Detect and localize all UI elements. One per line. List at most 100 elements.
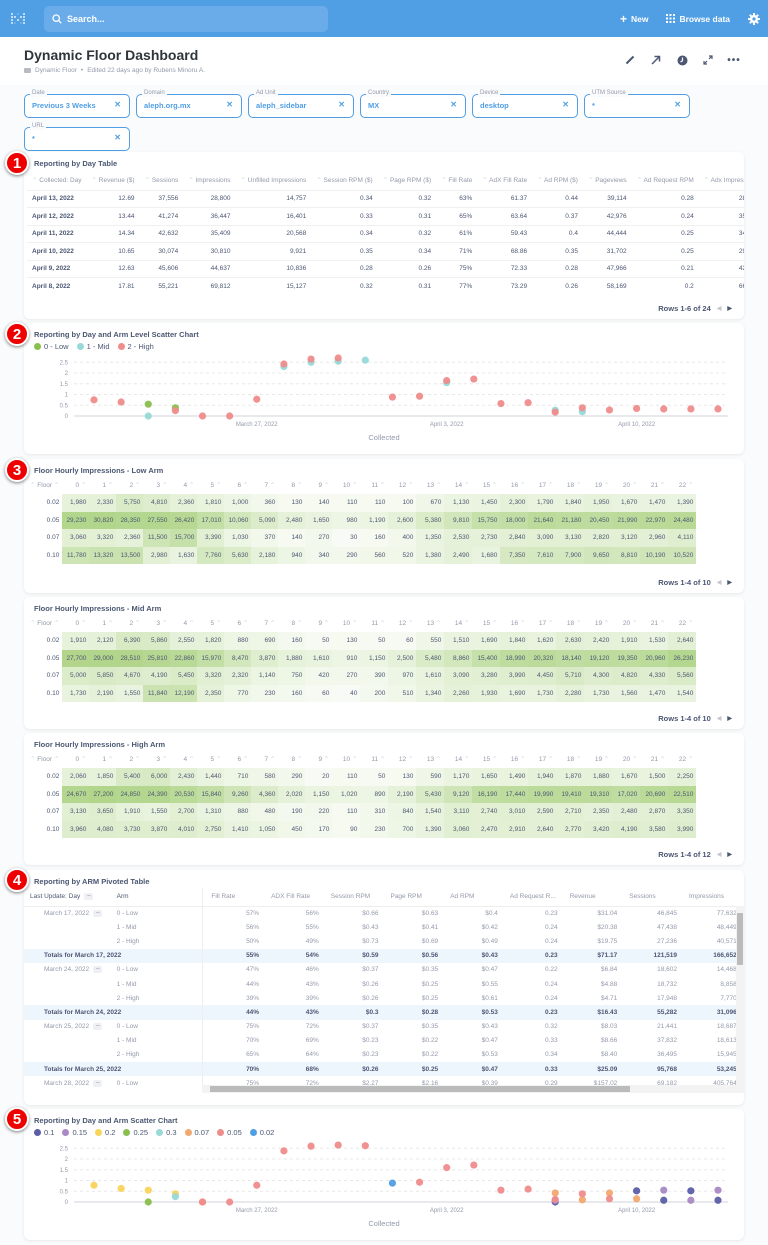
- column-header[interactable]: Session RPM: [324, 888, 385, 907]
- data-point[interactable]: [497, 1186, 505, 1194]
- data-point[interactable]: [144, 400, 152, 408]
- data-point[interactable]: [144, 1198, 152, 1206]
- prev-page-icon[interactable]: ◀: [716, 852, 722, 858]
- column-header[interactable]: 3 ⌃: [156, 482, 168, 489]
- column-header[interactable]: 5 ⌃: [210, 620, 222, 627]
- column-header[interactable]: 8 ⌃: [291, 620, 303, 627]
- data-point[interactable]: [226, 1198, 234, 1206]
- edited-info[interactable]: Edited 22 days ago by Rubens Minoru A.: [87, 67, 205, 74]
- column-header[interactable]: 21 ⌃: [650, 756, 666, 763]
- column-header[interactable]: 8 ⌃: [291, 756, 303, 763]
- column-header[interactable]: 17 ⌃: [538, 482, 554, 489]
- scatter-plot[interactable]: 2.5 2 1.5 1 0.5 0 March 27, 2022 April 3, 2022 A…: [24, 1139, 744, 1239]
- data-point[interactable]: [90, 396, 98, 404]
- collapse-icon[interactable]: −: [93, 909, 103, 917]
- column-header[interactable]: 22 ⌃: [678, 620, 694, 627]
- data-point[interactable]: [470, 1161, 478, 1169]
- data-point[interactable]: [361, 356, 369, 364]
- legend-item[interactable]: 0.15: [62, 1128, 87, 1137]
- clear-filter-icon[interactable]: ✕: [114, 100, 121, 109]
- clock-icon[interactable]: [676, 54, 688, 66]
- pencil-icon[interactable]: [624, 54, 636, 66]
- column-header[interactable]: 2 ⌃: [129, 620, 141, 627]
- column-header[interactable]: 2 ⌃: [129, 482, 141, 489]
- data-point[interactable]: [253, 1181, 261, 1189]
- column-header[interactable]: Impressions: [683, 888, 743, 907]
- share-arrow-icon[interactable]: [650, 54, 662, 66]
- filter-device[interactable]: Device desktop ✕: [472, 89, 578, 118]
- column-header[interactable]: ⌃ AdX Fill Rate: [482, 176, 528, 184]
- column-header[interactable]: 21 ⌃: [650, 620, 666, 627]
- column-header[interactable]: 0 ⌃: [75, 482, 87, 489]
- legend-item[interactable]: 0.05: [217, 1128, 242, 1137]
- browse-data-button[interactable]: Browse data: [666, 14, 730, 24]
- collapse-icon[interactable]: −: [93, 1023, 103, 1031]
- vertical-scrollbar[interactable]: [736, 906, 744, 1086]
- column-header[interactable]: 0 ⌃: [75, 620, 87, 627]
- column-header[interactable]: ⌃ Fill Rate: [441, 176, 473, 184]
- data-point[interactable]: [687, 1187, 695, 1195]
- column-header[interactable]: 12 ⌃: [398, 482, 414, 489]
- metabase-logo-icon[interactable]: [8, 9, 28, 29]
- column-header[interactable]: 7 ⌃: [264, 620, 276, 627]
- data-point[interactable]: [714, 405, 722, 413]
- column-header[interactable]: ⌃ Adx Impressions: [703, 176, 744, 184]
- column-header[interactable]: 14 ⌃: [454, 756, 470, 763]
- column-header[interactable]: 6 ⌃: [237, 620, 249, 627]
- column-header[interactable]: 3 ⌃: [156, 756, 168, 763]
- column-header[interactable]: 20 ⌃: [622, 620, 638, 627]
- data-point[interactable]: [280, 360, 288, 368]
- column-header[interactable]: 22 ⌃: [678, 482, 694, 489]
- column-header[interactable]: Arm: [110, 888, 206, 907]
- prev-page-icon[interactable]: ◀: [716, 306, 722, 312]
- data-point[interactable]: [633, 1187, 641, 1195]
- column-header[interactable]: 18 ⌃: [566, 756, 582, 763]
- data-point[interactable]: [144, 412, 152, 420]
- column-header[interactable]: Unfilled: [742, 888, 744, 907]
- column-header[interactable]: ⌃ Collected: Day: [32, 176, 82, 184]
- column-header[interactable]: 21 ⌃: [650, 482, 666, 489]
- data-point[interactable]: [198, 412, 207, 420]
- clear-filter-icon[interactable]: ✕: [450, 100, 457, 109]
- column-header[interactable]: 15 ⌃: [482, 482, 498, 489]
- legend-item[interactable]: 0.1: [34, 1128, 54, 1137]
- column-header[interactable]: Revenue: [563, 888, 624, 907]
- data-point[interactable]: [334, 354, 342, 362]
- data-point[interactable]: [605, 1195, 614, 1203]
- column-header[interactable]: 9 ⌃: [318, 620, 330, 627]
- data-point[interactable]: [307, 1142, 315, 1150]
- data-point[interactable]: [524, 1185, 532, 1193]
- column-header[interactable]: 10 ⌃: [342, 620, 358, 627]
- column-header[interactable]: 1 ⌃: [102, 482, 114, 489]
- column-header[interactable]: 19 ⌃: [594, 620, 610, 627]
- data-point[interactable]: [253, 395, 261, 403]
- data-point[interactable]: [714, 1196, 722, 1204]
- data-point[interactable]: [334, 1141, 342, 1149]
- data-point[interactable]: [605, 1189, 614, 1197]
- clear-filter-icon[interactable]: ✕: [674, 100, 681, 109]
- clear-filter-icon[interactable]: ✕: [226, 100, 233, 109]
- data-point[interactable]: [415, 1178, 424, 1186]
- column-header[interactable]: 20 ⌃: [622, 756, 638, 763]
- column-header[interactable]: Ad RPM: [444, 888, 504, 907]
- column-header[interactable]: 7 ⌃: [264, 482, 276, 489]
- data-point[interactable]: [578, 1190, 586, 1198]
- data-point[interactable]: [171, 1193, 179, 1201]
- scatter-plot[interactable]: 2.5 2 1.5 1 0.5 0 March 27, 2022 April 3, 2022 A…: [24, 353, 744, 453]
- data-point[interactable]: [633, 1195, 641, 1203]
- column-header[interactable]: ⌃ Floor ⌃: [30, 620, 60, 627]
- next-page-icon[interactable]: ▶: [727, 580, 732, 586]
- data-point[interactable]: [660, 1196, 668, 1204]
- column-header[interactable]: 22 ⌃: [678, 756, 694, 763]
- column-header[interactable]: 18 ⌃: [566, 620, 582, 627]
- column-header[interactable]: 1 ⌃: [102, 756, 114, 763]
- column-header[interactable]: 4 ⌃: [183, 482, 195, 489]
- horizontal-scrollbar[interactable]: [202, 1085, 744, 1093]
- column-header[interactable]: 0 ⌃: [75, 756, 87, 763]
- column-header[interactable]: 18 ⌃: [566, 482, 582, 489]
- data-point[interactable]: [578, 404, 586, 412]
- column-header[interactable]: 5 ⌃: [210, 756, 222, 763]
- filter-url[interactable]: URL * ✕: [24, 122, 130, 151]
- data-point[interactable]: [388, 393, 397, 401]
- clear-filter-icon[interactable]: ✕: [114, 133, 121, 142]
